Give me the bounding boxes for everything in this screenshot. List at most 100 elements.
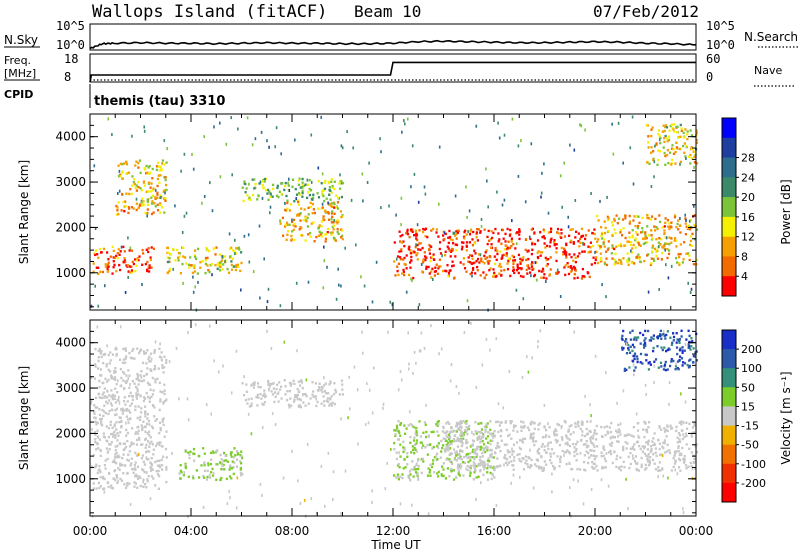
data-cell: [111, 426, 114, 430]
data-cell: [476, 448, 479, 451]
data-cell: [327, 212, 330, 215]
data-cell: [644, 342, 647, 345]
data-cell: [293, 398, 296, 401]
data-cell: [663, 229, 666, 232]
colorbar-tick-label: 50: [741, 381, 755, 394]
data-cell: [648, 464, 651, 467]
data-cell: [284, 208, 287, 212]
data-cell: [239, 467, 242, 470]
data-cell: [473, 463, 477, 466]
data-cell: [171, 452, 173, 455]
data-cell: [142, 468, 145, 472]
data-cell: [407, 424, 410, 427]
data-cell: [113, 371, 116, 374]
data-cell: [465, 442, 468, 445]
data-cell: [310, 222, 313, 225]
data-cell: [362, 199, 364, 203]
data-cell: [515, 242, 518, 246]
data-cell: [559, 460, 562, 464]
data-cell: [368, 388, 371, 392]
data-cell: [250, 432, 253, 436]
data-cell: [178, 397, 180, 401]
data-cell: [101, 270, 104, 274]
data-cell: [124, 349, 127, 352]
data-cell: [463, 230, 466, 234]
data-cell: [578, 252, 581, 255]
data-cell: [667, 347, 670, 350]
data-cell: [193, 270, 197, 273]
data-cell: [655, 238, 658, 241]
data-cell: [664, 154, 667, 158]
data-cell: [429, 469, 432, 472]
data-cell: [614, 252, 617, 256]
data-cell: [521, 437, 524, 441]
data-cell: [402, 240, 405, 243]
data-cell: [396, 475, 399, 478]
data-cell: [480, 218, 483, 221]
data-cell: [146, 198, 149, 202]
data-cell: [310, 497, 313, 501]
data-cell: [320, 182, 323, 185]
data-cell: [298, 177, 301, 180]
data-cell: [555, 251, 558, 254]
data-cell: [604, 466, 607, 469]
data-cell: [320, 220, 324, 223]
data-cell: [306, 442, 309, 446]
data-cell: [572, 259, 575, 263]
data-cell: [667, 252, 671, 256]
data-cell: [637, 215, 640, 218]
data-cell: [147, 383, 151, 386]
data-cell: [684, 213, 686, 217]
data-cell: [468, 456, 471, 459]
data-cell: [284, 181, 287, 185]
data-cell: [164, 199, 167, 202]
data-cell: [275, 126, 278, 130]
data-cell: [677, 253, 680, 256]
data-cell: [644, 353, 647, 356]
data-cell: [325, 392, 328, 395]
data-cell: [568, 452, 571, 455]
data-cell: [463, 237, 466, 240]
data-cell: [550, 227, 553, 230]
data-cell: [546, 444, 549, 447]
data-cell: [503, 248, 507, 251]
data-cell: [415, 450, 418, 453]
data-cell: [128, 351, 131, 355]
data-cell: [573, 277, 576, 280]
data-cell: [399, 240, 402, 243]
data-cell: [570, 270, 573, 273]
data-cell: [490, 452, 493, 456]
data-cell: [489, 455, 492, 458]
data-cell: [483, 466, 486, 469]
data-cell: [562, 250, 565, 254]
data-cell: [621, 234, 624, 237]
data-cell: [683, 435, 686, 439]
data-cell: [522, 256, 525, 259]
data-cell: [146, 214, 148, 218]
data-cell: [656, 246, 659, 249]
data-cell: [124, 357, 127, 360]
data-cell: [93, 412, 96, 415]
data-cell: [158, 169, 161, 172]
data-cell: [168, 260, 171, 263]
data-cell: [621, 218, 625, 221]
data-cell: [407, 248, 411, 251]
data-cell: [683, 362, 687, 365]
data-cell: [199, 261, 202, 264]
data-cell: [671, 144, 674, 147]
data-cell: [402, 270, 405, 274]
data-cell: [129, 503, 132, 506]
data-cell: [137, 405, 140, 408]
data-cell: [456, 436, 459, 440]
data-cell: [471, 450, 474, 454]
data-cell: [595, 432, 598, 435]
data-cell: [427, 512, 430, 516]
data-cell: [449, 452, 452, 455]
data-cell: [115, 428, 118, 431]
data-cell: [398, 230, 401, 233]
data-cell: [465, 453, 468, 456]
data-cell: [127, 459, 130, 462]
data-cell: [619, 422, 622, 426]
data-cell: [206, 475, 209, 479]
data-cell: [435, 423, 438, 426]
